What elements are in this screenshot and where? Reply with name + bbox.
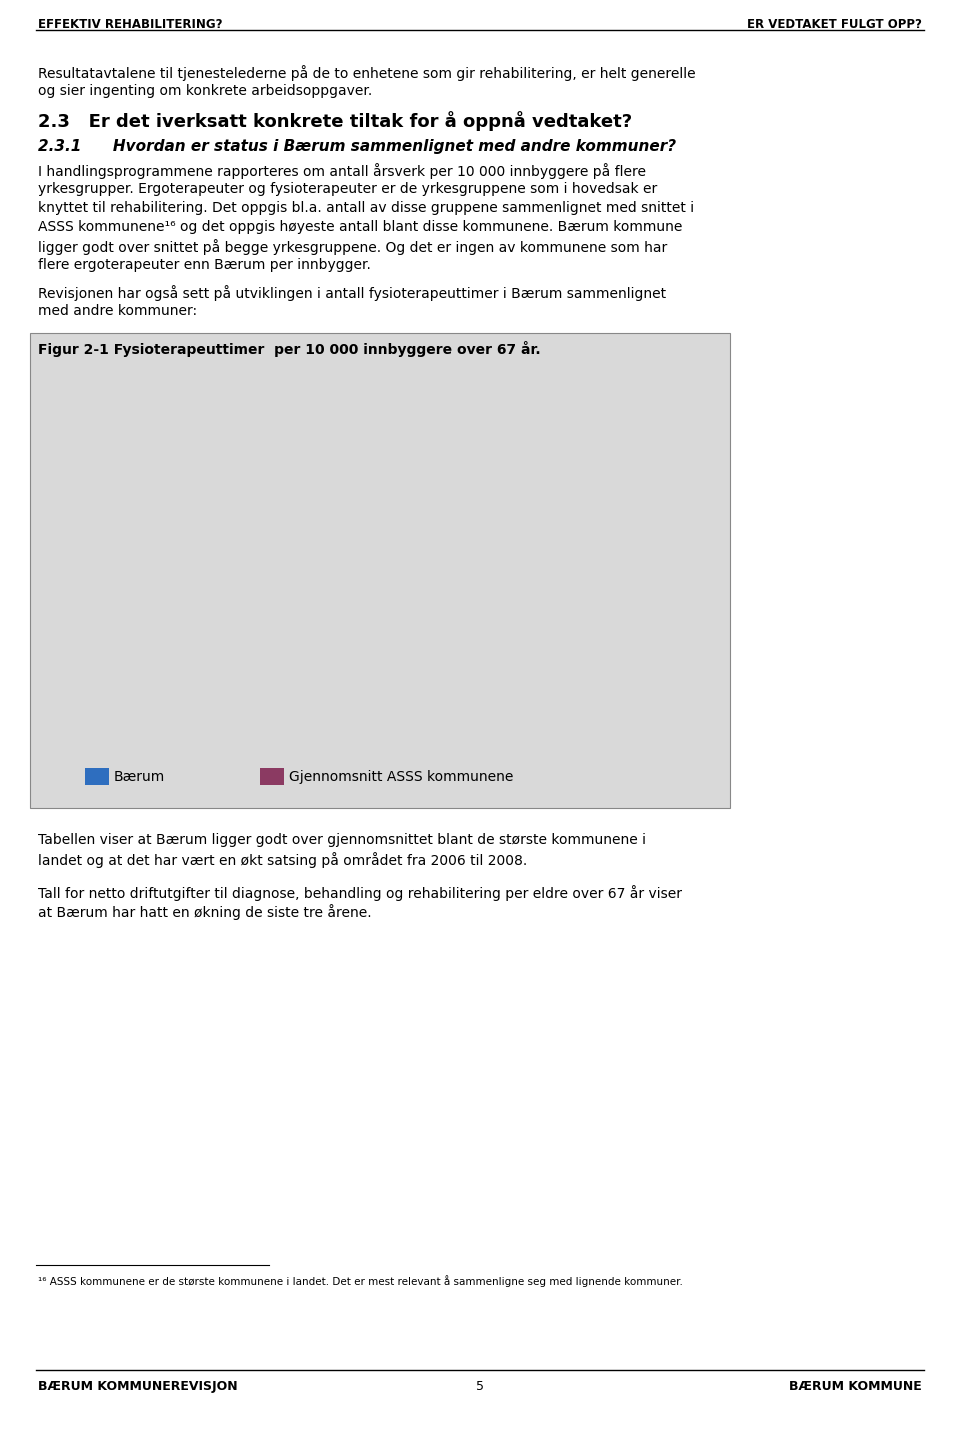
Text: Bærum: Bærum (114, 769, 165, 783)
Text: knyttet til rehabilitering. Det oppgis bl.a. antall av disse gruppene sammenlign: knyttet til rehabilitering. Det oppgis b… (38, 202, 694, 215)
Text: at Bærum har hatt en økning de siste tre årene.: at Bærum har hatt en økning de siste tre… (38, 904, 372, 920)
Text: flere ergoterapeuter enn Bærum per innbygger.: flere ergoterapeuter enn Bærum per innby… (38, 258, 371, 272)
Text: I handlingsprogrammene rapporteres om antall årsverk per 10 000 innbyggere på fl: I handlingsprogrammene rapporteres om an… (38, 163, 646, 179)
Text: med andre kommuner:: med andre kommuner: (38, 304, 197, 318)
Text: BÆRUM KOMMUNE: BÆRUM KOMMUNE (789, 1380, 922, 1392)
Text: Revisjonen har også sett på utviklingen i antall fysioterapeuttimer i Bærum samm: Revisjonen har også sett på utviklingen … (38, 285, 666, 301)
Text: ¹⁶ ASSS kommunene er de største kommunene i landet. Det er mest relevant å samme: ¹⁶ ASSS kommunene er de største kommunen… (38, 1274, 683, 1287)
Text: Figur 2-1 Fysioterapeuttimer  per 10 000 innbyggere over 67 år.: Figur 2-1 Fysioterapeuttimer per 10 000 … (38, 341, 540, 357)
Text: og sier ingenting om konkrete arbeidsoppgaver.: og sier ingenting om konkrete arbeidsopp… (38, 84, 372, 98)
Text: landet og at det har vært en økt satsing på området fra 2006 til 2008.: landet og at det har vært en økt satsing… (38, 852, 527, 868)
Text: Tall for netto driftutgifter til diagnose, behandling og rehabilitering per eldr: Tall for netto driftutgifter til diagnos… (38, 886, 682, 901)
Text: Gjennomsnitt ASSS kommunene: Gjennomsnitt ASSS kommunene (289, 769, 514, 783)
Bar (409, 526, 472, 1440)
Text: 2.3   Er det iverksatt konkrete tiltak for å oppnå vedtaket?: 2.3 Er det iverksatt konkrete tiltak for… (38, 111, 632, 131)
Bar (619, 556, 683, 1440)
Text: ligger godt over snittet på begge yrkesgruppene. Og det er ingen av kommunene so: ligger godt over snittet på begge yrkesg… (38, 239, 667, 255)
Text: BÆRUM KOMMUNEREVISJON: BÆRUM KOMMUNEREVISJON (38, 1380, 238, 1392)
Bar (128, 441, 191, 1440)
Text: 2.3.1      Hvordan er status i Bærum sammenlignet med andre kommuner?: 2.3.1 Hvordan er status i Bærum sammenli… (38, 140, 676, 154)
Text: ER VEDTAKET FULGT OPP?: ER VEDTAKET FULGT OPP? (747, 17, 922, 32)
Text: Tabellen viser at Bærum ligger godt over gjennomsnittet blant de største kommune: Tabellen viser at Bærum ligger godt over… (38, 832, 646, 847)
Text: EFFEKTIV REHABILITERING?: EFFEKTIV REHABILITERING? (38, 17, 223, 32)
Bar (199, 596, 262, 1440)
Text: Resultatavtalene til tjenestelederne på de to enhetene som gir rehabilitering, e: Resultatavtalene til tjenestelederne på … (38, 65, 696, 81)
Bar (548, 419, 611, 1440)
Text: ASSS kommunene¹⁶ og det oppgis høyeste antall blant disse kommunene. Bærum kommu: ASSS kommunene¹⁶ og det oppgis høyeste a… (38, 220, 683, 233)
Text: yrkesgrupper. Ergoterapeuter og fysioterapeuter er de yrkesgruppene som i hoveds: yrkesgrupper. Ergoterapeuter og fysioter… (38, 181, 658, 196)
Text: 5: 5 (476, 1380, 484, 1392)
Bar (338, 416, 400, 1440)
